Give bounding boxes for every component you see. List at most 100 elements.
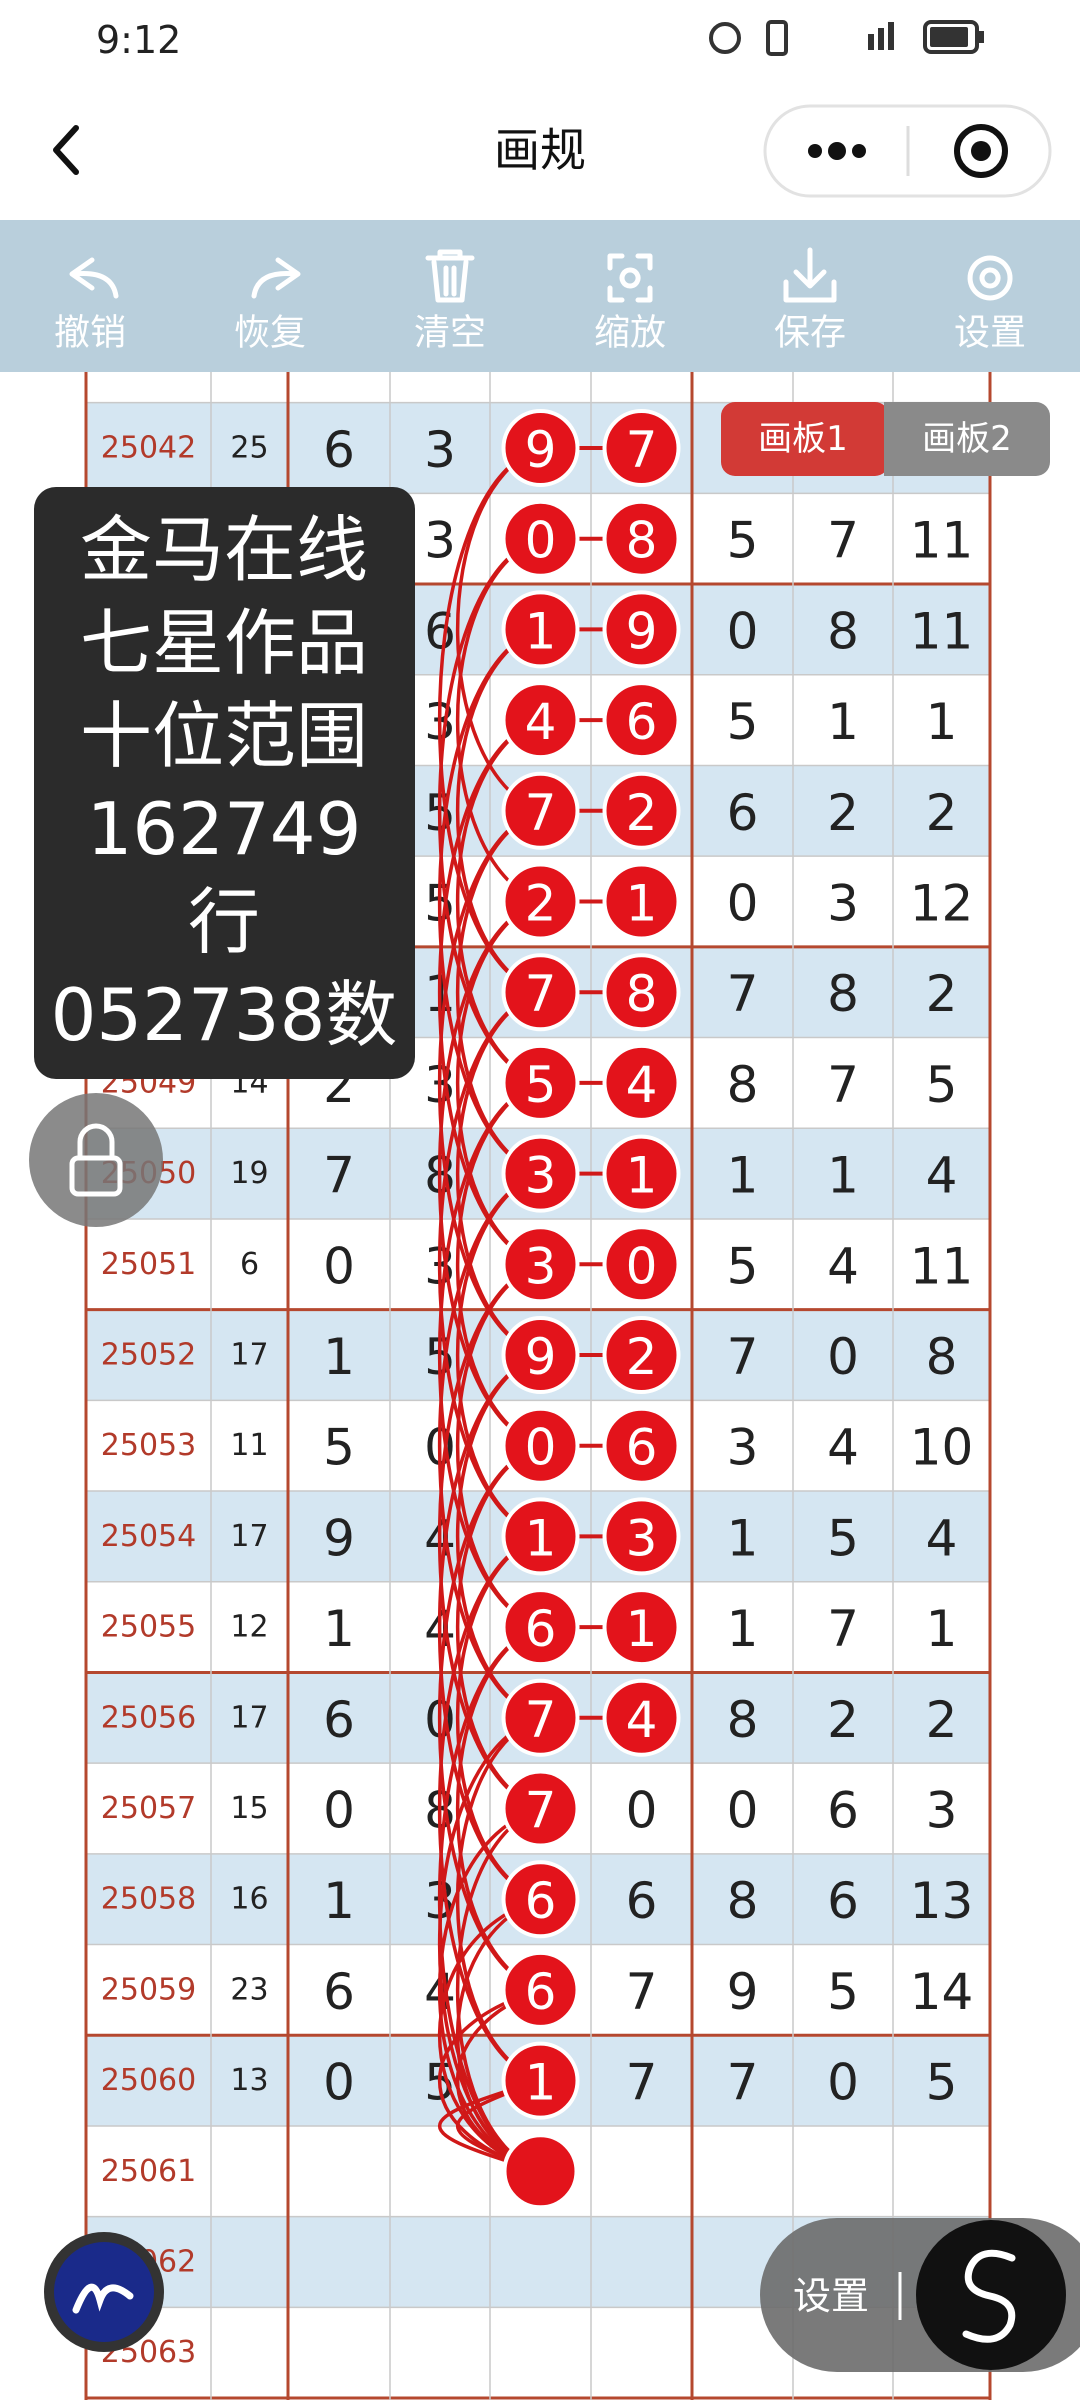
floating-label[interactable]: 设置 [793, 2274, 869, 2318]
digit-cell: 3 [926, 1782, 958, 1840]
digit-cell: 7 [827, 512, 859, 570]
digit-cell: 8 [727, 1872, 759, 1930]
toolbar-button[interactable]: 撤销 [54, 257, 126, 354]
digit-cell: 0 [323, 2054, 355, 2112]
digit-cell: 6 [626, 1419, 658, 1477]
logo-button[interactable] [44, 2232, 164, 2352]
sum-cell: 25 [230, 431, 268, 466]
digit-cell: 7 [626, 1963, 658, 2021]
digit-cell: 7 [727, 1328, 759, 1386]
digit-cell: 1 [727, 1509, 759, 1567]
digit-cell: 7 [827, 1056, 859, 1114]
digit-cell: 7 [727, 2054, 759, 2112]
digit-cell: 8 [727, 1691, 759, 1749]
digit-circle [602, 409, 681, 487]
digit-cell: 9 [727, 1963, 759, 2021]
digit-cell: 8 [626, 512, 658, 570]
toolbar-label[interactable]: 恢复 [234, 313, 306, 354]
toolbar-label[interactable]: 缩放 [594, 313, 666, 354]
toolbar-button[interactable]: 保存 [774, 247, 846, 354]
digit-cell: 0 [525, 1419, 557, 1477]
digit-cell: 12 [910, 875, 974, 933]
toolbar [0, 220, 1080, 372]
sum-cell: 17 [230, 1519, 268, 1554]
digit-cell: 1 [926, 1600, 958, 1658]
tab-2-edge [884, 402, 904, 476]
digit-cell: 6 [626, 693, 658, 751]
period-cell: 25054 [101, 1519, 196, 1554]
page-title: 画规 [494, 123, 586, 177]
digit-circle [501, 590, 580, 669]
digit-circle [501, 1497, 580, 1576]
toolbar-label[interactable]: 撤销 [54, 313, 126, 354]
digit-circle [602, 1134, 681, 1213]
digit-cell: 4 [626, 1691, 658, 1749]
digit-circle [501, 771, 580, 850]
digit-circle [602, 953, 681, 1032]
digit-cell: 14 [910, 1963, 974, 2021]
back-button[interactable] [53, 125, 79, 175]
digit-cell: 6 [827, 1872, 859, 1930]
digit-cell: 1 [926, 693, 958, 751]
digit-cell: 6 [323, 421, 355, 479]
digit-cell: 4 [827, 1237, 859, 1295]
digit-cell: 6 [323, 1963, 355, 2021]
digit-circle [602, 862, 681, 941]
digit-cell: 7 [525, 1691, 557, 1749]
period-cell: 25058 [101, 1882, 196, 1917]
digit-circle [501, 1678, 580, 1757]
digit-cell: 0 [525, 512, 557, 570]
toolbar-button[interactable]: 缩放 [594, 253, 666, 354]
floating-panel[interactable]: 设置 [760, 2218, 1080, 2372]
digit-cell: 3 [827, 875, 859, 933]
period-cell: 25059 [101, 1972, 196, 2007]
arc-line [437, 1806, 542, 2173]
digit-circle [501, 1860, 580, 1939]
toolbar-button[interactable]: 设置 [954, 255, 1026, 354]
digit-cell: 9 [323, 1509, 355, 1567]
digit-cell: 11 [910, 602, 974, 660]
lock-button[interactable] [29, 1093, 163, 1227]
tab-label[interactable]: 画板1 [758, 419, 848, 459]
sum-cell: 12 [230, 1610, 268, 1645]
period-cell: 25042 [101, 431, 196, 466]
digit-circle [501, 1406, 580, 1485]
digit-cell: 1 [323, 1872, 355, 1930]
toolbar-label[interactable]: 设置 [954, 313, 1026, 354]
overlay-line: 052738数 [51, 973, 398, 1057]
digit-cell: 1 [323, 1328, 355, 1386]
capsule-menu[interactable] [763, 104, 1052, 198]
digit-circle [602, 1497, 681, 1576]
digit-cell: 0 [727, 875, 759, 933]
digit-circle [602, 590, 681, 669]
toolbar-label[interactable]: 保存 [774, 313, 846, 354]
tab-label[interactable]: 画板2 [922, 419, 1012, 459]
digit-circle [602, 499, 681, 578]
digit-cell: 1 [626, 1600, 658, 1658]
digit-cell: 0 [626, 1237, 658, 1295]
overlay-line: 行 [188, 880, 260, 964]
digit-cell: 2 [626, 784, 658, 842]
tab-2[interactable] [884, 402, 1050, 476]
status-icons [709, 20, 984, 56]
digit-cell: 6 [525, 1872, 557, 1930]
toolbar-button[interactable]: 清空 [414, 249, 486, 354]
digit-cell: 4 [525, 693, 557, 751]
digit-cell: 1 [525, 1509, 557, 1567]
overlay-line: 七星作品 [80, 601, 368, 685]
toolbar-icon [783, 247, 837, 303]
digit-cell: 2 [926, 784, 958, 842]
digit-circle [501, 1225, 580, 1304]
toolbar-button[interactable]: 恢复 [234, 257, 306, 354]
digit-cell: 5 [727, 693, 759, 751]
digit-cell: 8 [926, 1328, 958, 1386]
digit-cell: 0 [827, 2054, 859, 2112]
tab-1[interactable] [721, 402, 889, 476]
sum-cell: 11 [230, 1428, 268, 1463]
digit-cell: 8 [626, 965, 658, 1023]
digit-cell: 11 [910, 512, 974, 570]
digit-circle [501, 1588, 580, 1667]
digit-circle [501, 1134, 580, 1213]
toolbar-label[interactable]: 清空 [414, 313, 486, 354]
